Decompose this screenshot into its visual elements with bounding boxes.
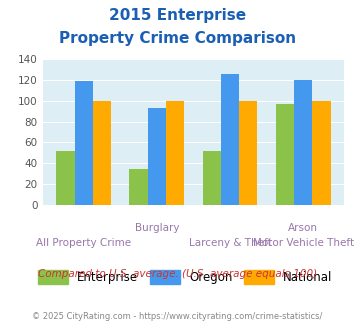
Bar: [276, 104, 294, 205]
Bar: [203, 151, 221, 205]
Bar: [130, 169, 148, 205]
Text: Larceny & Theft: Larceny & Theft: [189, 238, 272, 248]
Legend: Enterprise, Oregon, National: Enterprise, Oregon, National: [33, 266, 337, 289]
Text: Burglary: Burglary: [135, 223, 179, 233]
Bar: [294, 80, 312, 205]
Text: Arson: Arson: [288, 223, 318, 233]
Text: All Property Crime: All Property Crime: [36, 238, 131, 248]
Text: Compared to U.S. average. (U.S. average equals 100): Compared to U.S. average. (U.S. average …: [38, 269, 317, 279]
Bar: [166, 101, 184, 205]
Bar: [148, 108, 166, 205]
Bar: [75, 81, 93, 205]
Bar: [221, 74, 239, 205]
Bar: [56, 151, 75, 205]
Text: © 2025 CityRating.com - https://www.cityrating.com/crime-statistics/: © 2025 CityRating.com - https://www.city…: [32, 312, 323, 321]
Bar: [239, 101, 257, 205]
Bar: [93, 101, 111, 205]
Text: Motor Vehicle Theft: Motor Vehicle Theft: [253, 238, 354, 248]
Text: 2015 Enterprise: 2015 Enterprise: [109, 8, 246, 23]
Text: Property Crime Comparison: Property Crime Comparison: [59, 31, 296, 46]
Bar: [312, 101, 331, 205]
